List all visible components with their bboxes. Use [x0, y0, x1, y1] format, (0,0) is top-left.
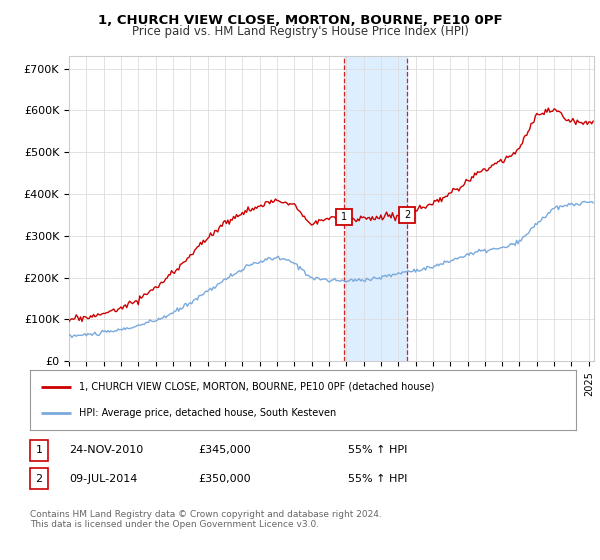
Text: £350,000: £350,000	[198, 474, 251, 484]
Text: 1: 1	[35, 445, 43, 455]
Text: 1, CHURCH VIEW CLOSE, MORTON, BOURNE, PE10 0PF: 1, CHURCH VIEW CLOSE, MORTON, BOURNE, PE…	[98, 14, 502, 27]
Text: 55% ↑ HPI: 55% ↑ HPI	[348, 445, 407, 455]
Text: 55% ↑ HPI: 55% ↑ HPI	[348, 474, 407, 484]
Text: HPI: Average price, detached house, South Kesteven: HPI: Average price, detached house, Sout…	[79, 408, 337, 418]
Text: 09-JUL-2014: 09-JUL-2014	[69, 474, 137, 484]
Bar	[344, 56, 407, 361]
Text: 1, CHURCH VIEW CLOSE, MORTON, BOURNE, PE10 0PF (detached house): 1, CHURCH VIEW CLOSE, MORTON, BOURNE, PE…	[79, 381, 434, 391]
Text: 2: 2	[404, 210, 410, 220]
Text: 24-NOV-2010: 24-NOV-2010	[69, 445, 143, 455]
Text: 2: 2	[35, 474, 43, 484]
Text: 1: 1	[341, 212, 347, 222]
Text: £345,000: £345,000	[198, 445, 251, 455]
Text: Contains HM Land Registry data © Crown copyright and database right 2024.
This d: Contains HM Land Registry data © Crown c…	[30, 510, 382, 529]
Text: Price paid vs. HM Land Registry's House Price Index (HPI): Price paid vs. HM Land Registry's House …	[131, 25, 469, 38]
